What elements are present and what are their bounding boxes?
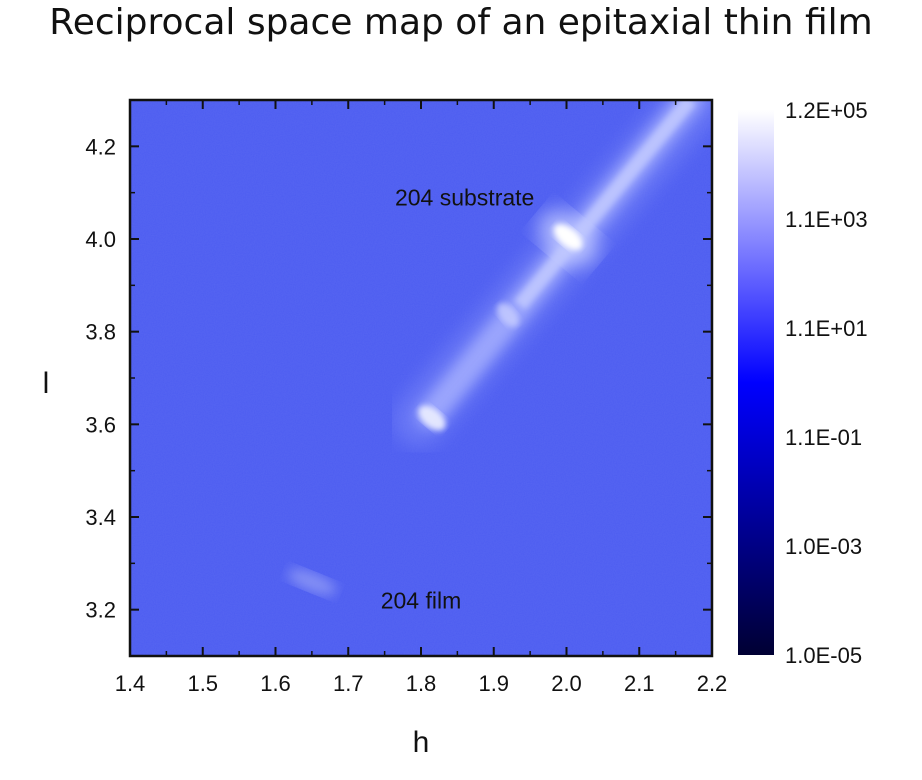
x-tick-label: 1.6: [260, 671, 291, 696]
y-tick-label: 4.2: [85, 134, 116, 159]
x-tick-label: 2.1: [624, 671, 655, 696]
y-tick-label: 3.4: [85, 505, 116, 530]
x-tick-label: 1.8: [406, 671, 437, 696]
y-tick-label: 4.0: [85, 227, 116, 252]
colorbar-label: 1.2E+05: [785, 98, 868, 123]
substrate-peak: [553, 224, 583, 250]
annotation-film: 204 film: [381, 587, 462, 613]
colorbar-labels: 1.2E+05 1.1E+03 1.1E+01 1.1E-01 1.0E-03 1.0E-…: [785, 98, 868, 668]
y-axis-ticks: 3.2 3.4 3.6 3.8 4.0 4.2: [85, 99, 712, 657]
chart-title: Reciprocal space map of an epitaxial thi…: [49, 2, 873, 43]
x-tick-label: 1.9: [478, 671, 509, 696]
rod-intensity-spot: [497, 303, 519, 327]
x-axis-title: h: [413, 726, 430, 759]
colorbar-label: 1.1E+01: [785, 316, 868, 341]
colorbar: [738, 110, 774, 655]
y-tick-label: 3.6: [85, 412, 116, 437]
colorbar-label: 1.0E-03: [785, 534, 862, 559]
x-tick-label: 2.2: [697, 671, 728, 696]
y-tick-label: 3.2: [85, 598, 116, 623]
annotation-substrate: 204 substrate: [395, 184, 534, 210]
x-tick-label: 1.5: [187, 671, 218, 696]
x-axis-ticks: 1.4 1.5 1.6 1.7 1.8 1.9 2.0 2.1 2.2: [115, 100, 728, 696]
colorbar-label: 1.0E-05: [785, 643, 862, 668]
crystal-truncation-rod-core: [514, 100, 696, 310]
x-tick-label: 2.0: [551, 671, 582, 696]
y-axis-title: l: [43, 367, 50, 400]
colorbar-label: 1.1E-01: [785, 425, 862, 450]
rod-lower-spot: [418, 405, 446, 431]
x-tick-label: 1.7: [333, 671, 364, 696]
film-peak: [287, 569, 337, 595]
x-tick-label: 1.4: [115, 671, 146, 696]
colorbar-label: 1.1E+03: [785, 207, 868, 232]
heatmap-features: [287, 100, 712, 595]
y-tick-label: 3.8: [85, 320, 116, 345]
